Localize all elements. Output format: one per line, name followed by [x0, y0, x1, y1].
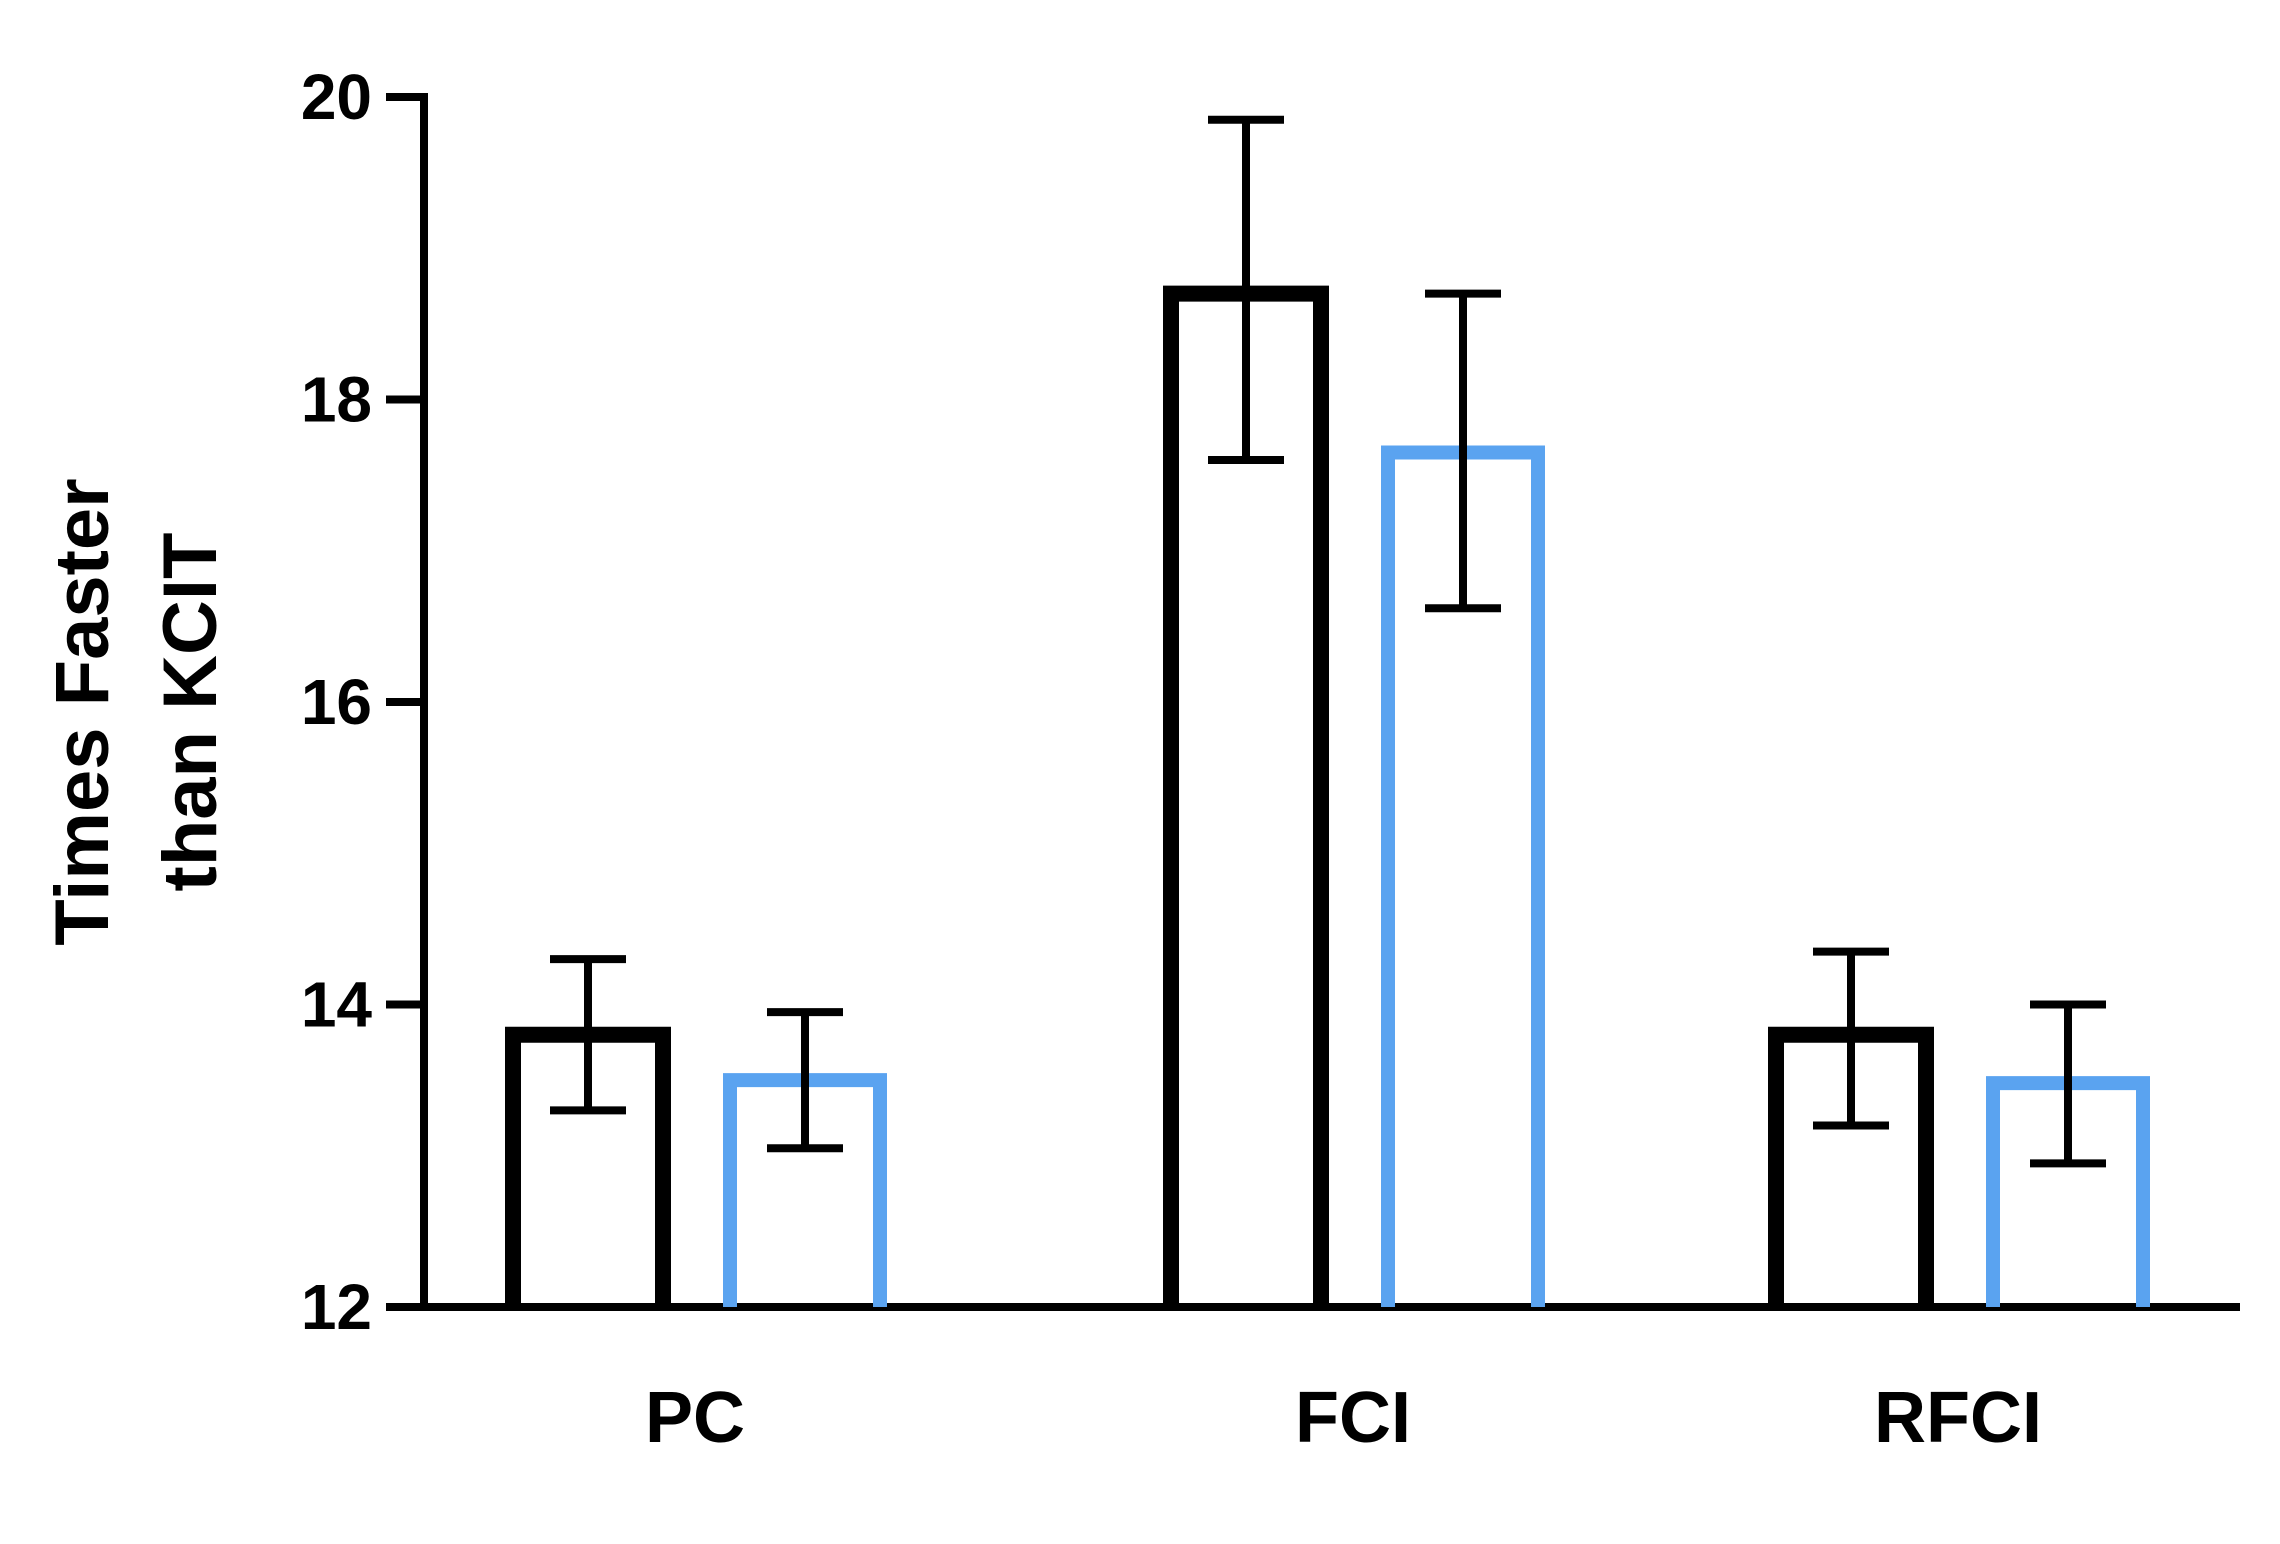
- y-tick-label: 12: [301, 1271, 372, 1343]
- y-tick-label: 16: [301, 666, 372, 738]
- x-category-label: PC: [645, 1378, 745, 1458]
- y-axis-title-line-2: than KCIT: [148, 533, 233, 892]
- error-bar-fci-series-2: [1425, 289, 1501, 613]
- error-bar-fci-series-1: [1208, 115, 1284, 464]
- y-tick-label: 14: [301, 969, 373, 1041]
- error-bars: [550, 115, 2106, 1168]
- error-bar-rfci-series-1: [1813, 947, 1889, 1130]
- bars: [505, 285, 2150, 1307]
- y-axis-title-line-1: Times Faster: [40, 478, 125, 946]
- error-bar-pc-series-1: [550, 955, 626, 1115]
- x-category-label: RFCI: [1874, 1378, 2042, 1458]
- y-tick-label: 18: [301, 364, 372, 436]
- x-category-label: FCI: [1295, 1378, 1411, 1458]
- error-bar-pc-series-2: [767, 1008, 843, 1153]
- error-bar-rfci-series-2: [2030, 1000, 2106, 1168]
- y-tick-label: 20: [301, 61, 372, 133]
- labels: 12 14 16 18 20 PC FCI RFCI Times Faster than KCIT: [40, 61, 2042, 1458]
